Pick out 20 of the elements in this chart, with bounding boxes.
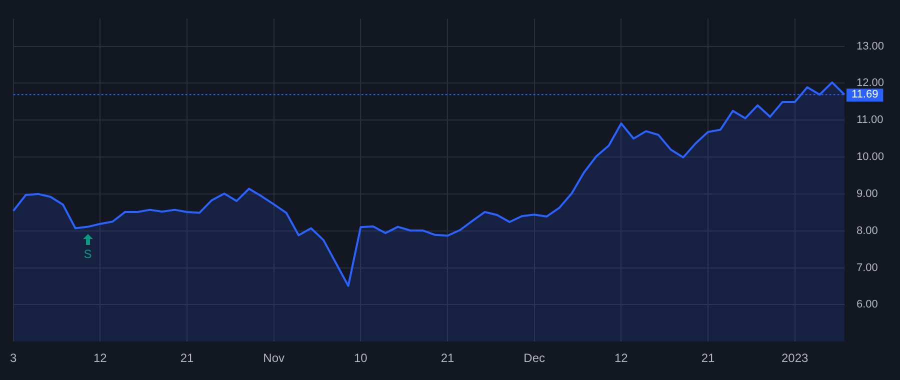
y-tick-label: 11.00 xyxy=(856,114,884,126)
x-tick-label: 21 xyxy=(440,351,455,366)
x-tick-label: 10 xyxy=(354,351,368,366)
y-tick-label: 6.00 xyxy=(856,298,878,311)
annotation: S xyxy=(84,247,92,262)
y-tick-label: 9.00 xyxy=(856,188,878,200)
y-tick-label: 8.00 xyxy=(856,224,878,237)
x-tick-label: 12 xyxy=(614,351,628,366)
y-tick-label: 10.00 xyxy=(856,151,884,164)
y-tick-label: 13.00 xyxy=(856,40,884,52)
x-tick-label: Nov xyxy=(263,351,285,366)
ref-line-label: 11.69 xyxy=(851,88,878,101)
y-tick-label: 7.00 xyxy=(856,262,878,274)
x-tick-label: 2023 xyxy=(782,351,809,366)
x-tick-label: 21 xyxy=(180,351,194,366)
x-tick-label: Dec xyxy=(524,351,546,366)
x-tick-label: 21 xyxy=(701,351,716,366)
y-tick-label: 12.00 xyxy=(856,77,884,90)
x-tick-label: 12 xyxy=(93,351,108,366)
x-tick-label: 3 xyxy=(10,351,17,366)
